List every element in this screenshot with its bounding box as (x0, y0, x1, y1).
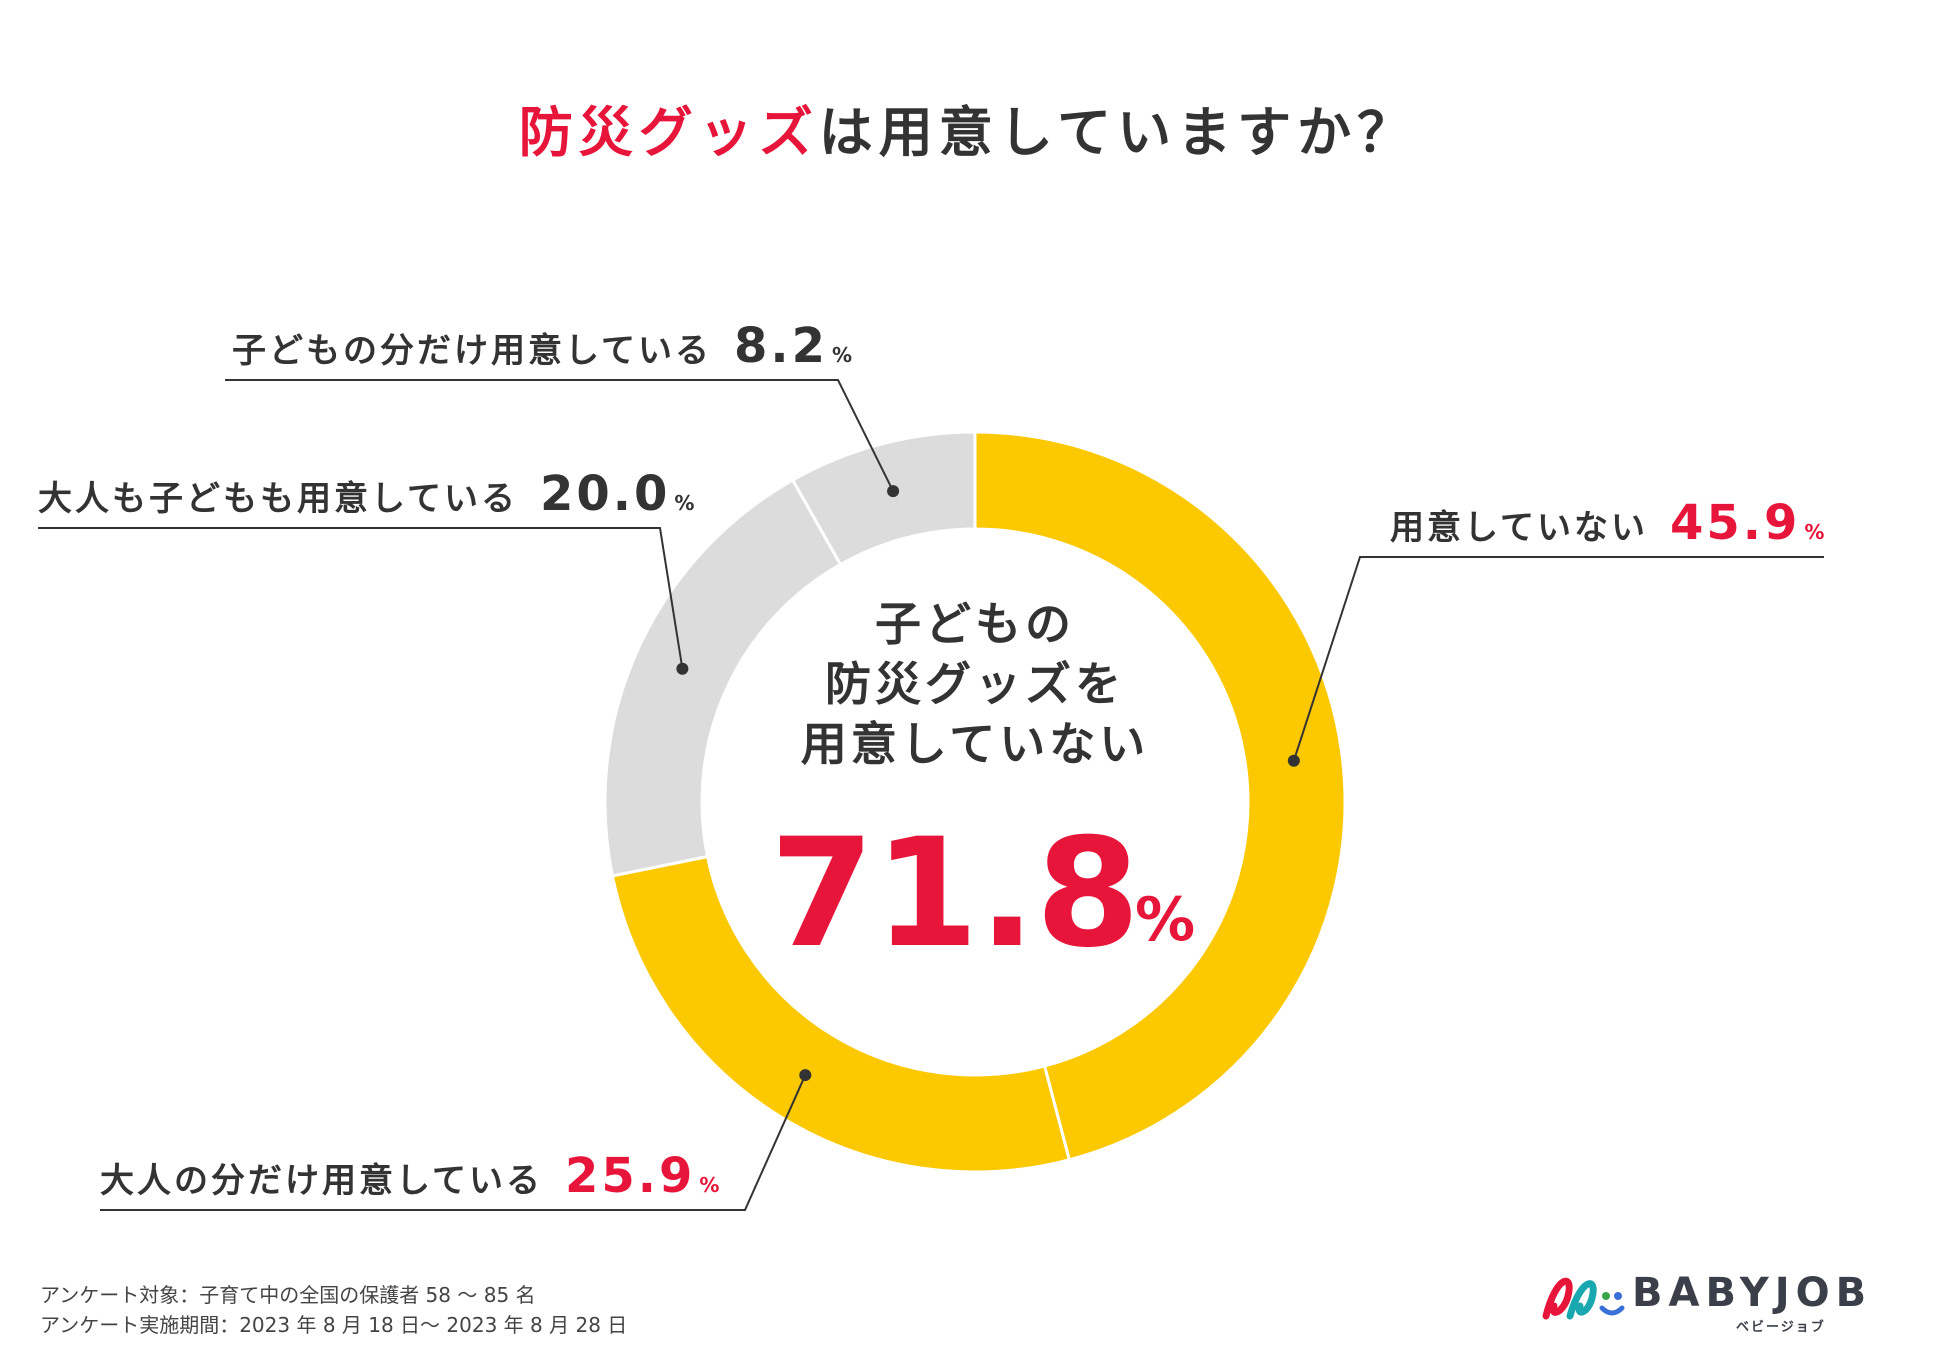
callout-value-1: 45.9 (1670, 495, 1800, 551)
callout-label-2: 大人の分だけ用意している 25.9% (100, 1148, 722, 1204)
center-line-3: 用意していない (801, 717, 1150, 771)
callout-leader-1 (1292, 556, 1824, 762)
logo-subtext: ベビージョブ (1736, 1320, 1826, 1335)
donut-slice-3 (603, 477, 843, 878)
callout-value-3: 20.0 (540, 466, 670, 522)
callout-leader-4 (225, 379, 894, 492)
survey-footnote: アンケート対象：子育て中の全国の保護者 58 ～ 85 名 アンケート実施期間：… (40, 1280, 627, 1340)
footnote-target: アンケート対象：子育て中の全国の保護者 58 ～ 85 名 (40, 1283, 536, 1307)
center-line-1: 子どもの (875, 597, 1075, 651)
babyjob-mark-icon (1542, 1277, 1625, 1320)
chart-title-accent: 防災グッズ (518, 101, 819, 164)
callout-unit-3: % (674, 491, 697, 515)
chart-title: 防災グッズは用意していますか？ (0, 88, 1936, 167)
center-unit: % (1135, 885, 1195, 955)
footnote-period: アンケート実施期間：2023 年 8 月 18 日～ 2023 年 8 月 28… (40, 1313, 628, 1337)
donut-slice-4 (790, 430, 977, 567)
callout-leader-3 (38, 527, 684, 669)
logo-text: BABYJOB (1632, 1270, 1873, 1316)
brand-logo: BABYJOB ベビージョブ (1540, 1266, 1880, 1336)
chart-title-rest: は用意していますか？ (818, 101, 1418, 164)
callout-unit-2: % (699, 1173, 722, 1197)
center-value: 71.8 (770, 807, 1140, 981)
callout-label-1: 用意していない 45.9% (1390, 495, 1827, 551)
callout-unit-1: % (1804, 520, 1827, 544)
callout-label-4: 子どもの分だけ用意している 8.2% (232, 318, 855, 374)
donut-slice-1 (973, 430, 1347, 1162)
callout-value-4: 8.2 (734, 318, 828, 374)
center-line-2: 防災グッズを (825, 657, 1125, 711)
callout-leader-2 (100, 1074, 807, 1211)
callout-value-2: 25.9 (565, 1148, 695, 1204)
donut-slice-2 (610, 854, 1072, 1174)
callout-label-3: 大人も子どもも用意している 20.0% (38, 466, 697, 522)
callout-unit-4: % (832, 343, 855, 367)
